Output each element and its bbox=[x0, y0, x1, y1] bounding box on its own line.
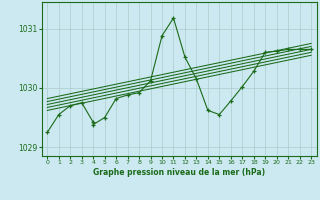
X-axis label: Graphe pression niveau de la mer (hPa): Graphe pression niveau de la mer (hPa) bbox=[93, 168, 265, 177]
